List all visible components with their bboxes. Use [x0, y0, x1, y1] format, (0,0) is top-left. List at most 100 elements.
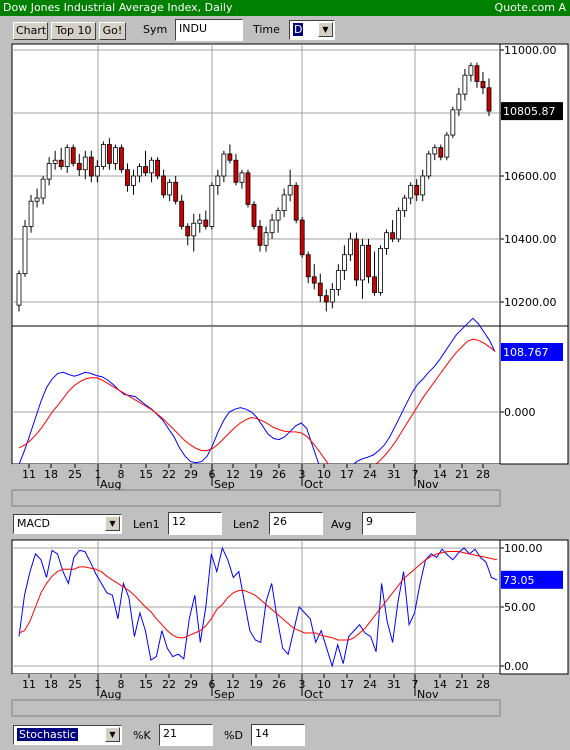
x-tick-label: 22: [162, 468, 176, 481]
month-label: Nov: [417, 478, 439, 491]
candle-body: [438, 147, 444, 158]
candle-body: [299, 219, 305, 256]
candle-body: [462, 74, 468, 95]
candle-body: [257, 225, 263, 246]
x-tick-label: 11: [22, 468, 36, 481]
x-tick-label: 25: [68, 678, 82, 691]
x-tick-label: 25: [68, 468, 82, 481]
x-tick-label: 17: [340, 468, 354, 481]
k-input[interactable]: 21: [159, 724, 213, 746]
candle-body: [239, 172, 245, 183]
candle-body: [275, 210, 281, 221]
candle-body: [281, 194, 287, 212]
candle-body: [251, 203, 257, 227]
candle-body: [474, 65, 480, 82]
x-tick-label: 28: [476, 678, 490, 691]
price-last-value: 10805.87: [503, 105, 556, 118]
x-axis-band: [12, 464, 500, 490]
stochastic-chart: 100.0050.000.0073.0511182518152229612192…: [11, 539, 569, 717]
y-tick-label: 0.000: [504, 406, 536, 419]
candle-body: [203, 219, 209, 227]
stochastic-k-line: [18, 546, 498, 668]
time-label: Time: [253, 23, 280, 36]
candle-body: [197, 219, 203, 224]
candle-body: [348, 238, 353, 256]
indicator-select-stochastic-value: Stochastic: [17, 728, 78, 741]
y-tick-label: 10600.00: [504, 170, 557, 183]
symbol-input[interactable]: INDU: [175, 19, 243, 41]
candle-body: [82, 156, 88, 171]
candle-body: [215, 175, 221, 186]
price-chart: 11000.00 10600.00 10400.00 10200.00 10805.87: [11, 43, 569, 327]
x-tick-label: 14: [433, 678, 447, 691]
candle-body: [167, 181, 173, 196]
len2-label: Len2: [233, 518, 260, 531]
candle-body: [305, 254, 311, 278]
x-tick-label: 15: [139, 678, 153, 691]
len2-input[interactable]: 26: [269, 512, 323, 535]
d-input[interactable]: 14: [251, 724, 305, 746]
candle-body: [155, 159, 160, 177]
time-select[interactable]: D ▼: [289, 20, 335, 40]
stochastic-plot-area-axis-area: [499, 539, 569, 675]
price-last-value-bg: [501, 102, 563, 121]
stochastic-last-value: 73.05: [503, 574, 535, 587]
avg-input[interactable]: 9: [362, 512, 416, 535]
macd-chart: 0.000108.7671118251815222961219263101724…: [11, 317, 569, 507]
chevron-down-icon[interactable]: ▼: [318, 22, 333, 37]
candle-body: [88, 156, 94, 177]
macd-plot-area: [11, 325, 501, 465]
x-tick-label: 18: [44, 678, 58, 691]
x-tick-label: 31: [387, 468, 401, 481]
candle-body: [486, 87, 492, 112]
candle-body: [191, 222, 197, 237]
go-button[interactable]: Go!: [99, 22, 126, 40]
candle-body: [317, 282, 323, 297]
candle-body: [209, 185, 215, 227]
candle-body: [143, 166, 148, 174]
price-plot-area: [11, 43, 501, 327]
x-tick-label: 26: [272, 678, 286, 691]
candle-body: [293, 185, 299, 221]
macd-last-value-bg: [501, 343, 563, 361]
chart-button[interactable]: Chart: [13, 22, 48, 40]
stochastic-d-line: [18, 551, 498, 641]
candle-body: [408, 185, 414, 199]
top10-button[interactable]: Top 10: [51, 22, 96, 40]
chevron-down-icon[interactable]: ▼: [105, 516, 120, 531]
indicator-select-macd[interactable]: MACD ▼: [13, 514, 122, 534]
avg-label: Avg: [331, 518, 352, 531]
candle-body: [131, 175, 136, 186]
candle-body: [22, 225, 28, 275]
y-tick-label: 10400.00: [504, 233, 557, 246]
candle-body: [245, 172, 251, 205]
toolbar: Chart Top 10 Go! Sym INDU Time D ▼: [0, 16, 570, 44]
candle-body: [414, 185, 420, 196]
candle-body: [227, 153, 233, 161]
candle-body: [64, 147, 70, 167]
y-tick-label: 50.00: [504, 601, 536, 614]
x-tick-label: 8: [118, 468, 125, 481]
chevron-down-icon[interactable]: ▼: [105, 727, 120, 742]
x-tick-label: 31: [387, 678, 401, 691]
x-tick-label: 21: [455, 468, 469, 481]
candle-body: [70, 147, 76, 164]
candle-body: [269, 219, 275, 234]
macd-line: [18, 317, 496, 493]
candle-body: [149, 159, 154, 174]
candle-body: [287, 185, 293, 196]
x-tick-label: 8: [118, 678, 125, 691]
len1-input[interactable]: 12: [168, 512, 222, 535]
candle-body: [40, 178, 46, 199]
candle-body: [444, 134, 450, 158]
month-label: Sep: [214, 478, 235, 491]
indicator-select-stochastic[interactable]: Stochastic ▼: [13, 725, 122, 745]
x-tick-label: 15: [139, 468, 153, 481]
month-label: Nov: [417, 688, 439, 701]
sym-label: Sym: [143, 23, 168, 36]
month-label: Aug: [100, 478, 121, 491]
x-tick-label: 19: [249, 468, 263, 481]
month-label: Oct: [304, 688, 324, 701]
candle-body: [311, 276, 317, 284]
